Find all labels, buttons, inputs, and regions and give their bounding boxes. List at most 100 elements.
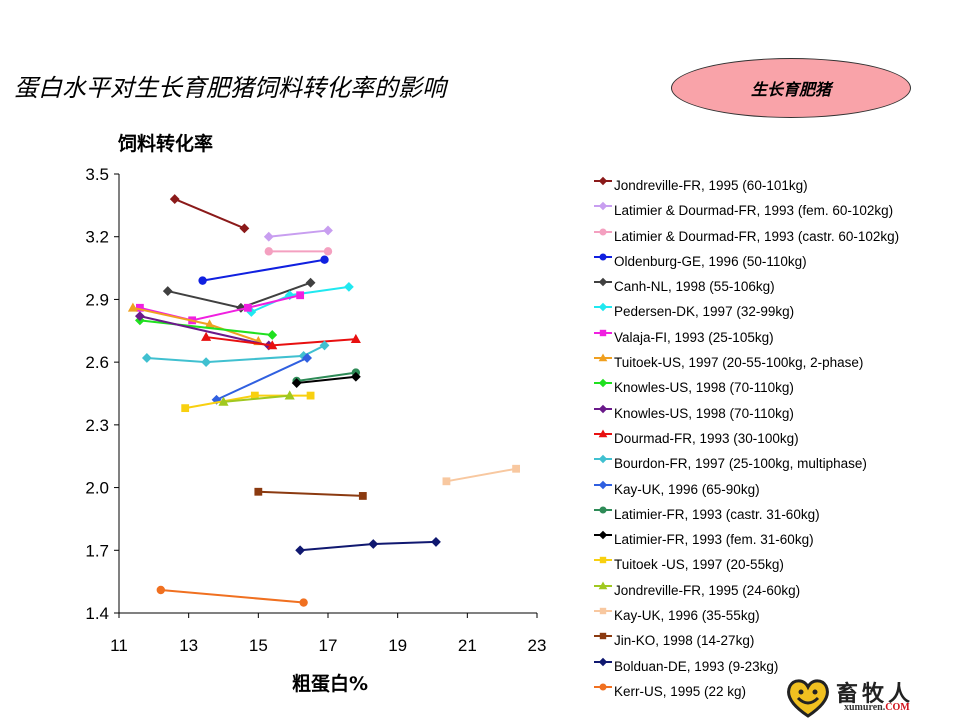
y-tick-label: 1.4 [85,604,109,623]
data-point [254,487,263,496]
data-point [598,202,608,211]
legend-item: Knowles-US, 1998 (70-110kg) [592,402,959,427]
data-point [350,333,361,344]
x-tick-label: 19 [388,636,407,655]
legend-item: Jondreville-FR, 1995 (60-101kg) [592,174,959,199]
data-point [323,247,333,256]
data-point [598,176,608,186]
data-point [599,506,607,514]
data-point [598,581,608,590]
legend-label: Latimier & Dourmad-FR, 1993 (castr. 60-1… [614,228,900,244]
data-point [323,225,333,236]
legend-label: Oldenburg-GE, 1996 (50-110kg) [614,253,807,269]
data-point [306,391,315,400]
series-line [295,537,441,556]
data-point [368,539,379,549]
legend-swatch [594,379,612,388]
data-point [599,228,607,236]
series-path [268,229,329,238]
data-series [127,194,521,607]
data-point [598,379,608,388]
x-tick-label: 23 [528,636,547,655]
series-line [141,340,330,368]
x-tick-label: 11 [110,636,128,655]
legend-swatch [594,530,612,540]
series-path [139,315,270,347]
legend-label: Tuitoek -US, 1997 (20-55kg) [614,557,784,573]
series-line [136,291,305,325]
legend-swatch [594,353,612,362]
data-point [218,396,229,406]
data-point [598,657,608,666]
y-tick-label: 2.0 [85,479,109,498]
series-line [198,255,329,285]
legend-label: Dourmad-FR, 1993 (30-100kg) [614,430,799,446]
legend-swatch [594,581,612,590]
legend-label: Valaja-FI, 1993 (25-105kg) [614,329,774,345]
data-point [599,607,607,615]
data-point [284,390,295,400]
legend-label: Canh-NL, 1998 (55-106kg) [614,279,775,295]
series-path [216,357,308,401]
data-point [263,231,274,242]
heart-logo-icon [787,679,829,718]
legend-item: Tuitoek -US, 1997 (20-55kg) [592,553,959,578]
data-point [305,277,316,288]
legend-item: Bourdon-FR, 1997 (25-100kg, multiphase) [592,452,959,477]
category-badge: 生长育肥猪 [671,58,911,118]
legend-label: Jondreville-FR, 1995 (24-60kg) [614,582,801,598]
data-point [319,340,330,351]
x-tick-label: 17 [319,636,338,655]
series-line [156,585,308,607]
data-point [599,633,607,640]
legend-swatch [594,480,612,489]
series-path [139,319,273,336]
legend-swatch [594,228,612,236]
data-point [598,353,608,362]
y-tick-label: 2.6 [85,353,109,372]
data-point [599,329,607,336]
legend-item: Canh-NL, 1998 (55-106kg) [592,275,959,300]
series-path [139,294,301,322]
legend-item: Latimier & Dourmad-FR, 1993 (fem. 60-102… [592,199,959,224]
x-tick-label: 15 [249,636,268,655]
y-tick-label: 1.7 [85,541,109,560]
series-line [218,390,295,406]
logo-text: 畜牧人 [836,682,915,707]
data-point [598,480,608,489]
xumuren-logo: 畜牧人 xumuren.COM [786,676,956,718]
series-path [132,306,259,343]
data-point [598,303,608,312]
data-point [598,429,608,438]
legend-item: Jondreville-FR, 1995 (24-60kg) [592,579,959,604]
legend-swatch [594,277,612,287]
legend-label: Kerr-US, 1995 (22 kg) [614,683,747,699]
data-point [127,302,138,312]
data-point [320,255,329,264]
x-tick-label: 21 [458,636,477,655]
series-line [181,391,315,413]
legend-swatch [594,633,612,640]
data-point [599,683,607,691]
data-point [442,477,451,486]
legend-swatch [594,303,612,312]
data-point [295,545,306,556]
category-badge-label: 生长育肥猪 [750,80,831,99]
data-point [267,330,278,340]
data-point [302,353,313,363]
series-line [201,331,361,350]
legend-item: Latimier-FR, 1993 (fem. 31-60kg) [592,528,959,553]
data-point [201,331,212,341]
data-point [358,492,367,500]
legend-swatch [594,176,612,186]
x-axis-title: 粗蛋白% [292,672,368,695]
data-point [299,598,308,607]
data-point [141,353,152,363]
series-line [134,311,274,351]
legend-label: Jin-KO, 1998 (14-27kg) [614,633,755,649]
legend-swatch [594,202,612,211]
legend-swatch [594,607,612,615]
series-path [174,198,245,230]
legend-item: Tuitoek-US, 1997 (20-55-100kg, 2-phase) [592,351,959,376]
legend-swatch [594,429,612,438]
